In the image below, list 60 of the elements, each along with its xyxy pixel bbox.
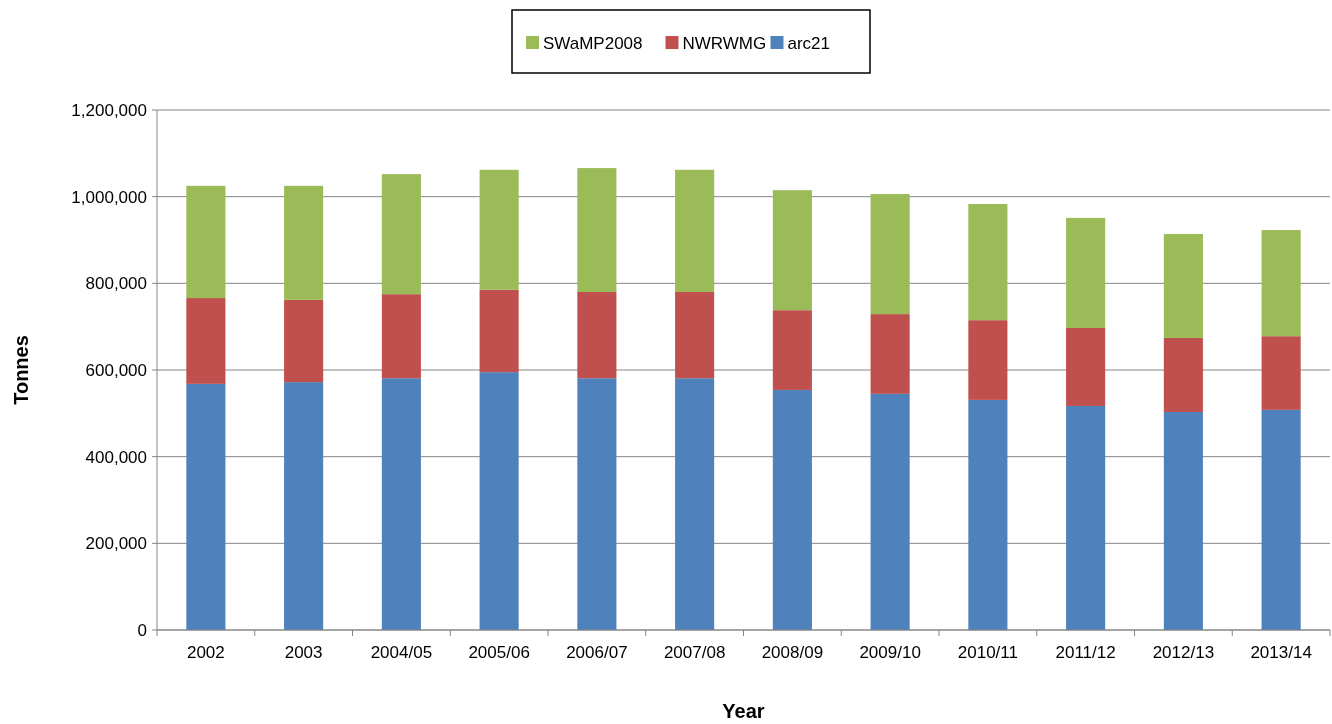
- x-tick-label: 2008/09: [761, 643, 824, 662]
- y-tick-label: 0: [137, 620, 147, 640]
- bar: [772, 389, 812, 630]
- legend-label: SWaMP2008: [543, 34, 643, 53]
- bar: [772, 310, 812, 390]
- y-tick-label: 1,000,000: [71, 187, 147, 207]
- x-tick-label: 2005/06: [468, 643, 530, 662]
- y-tick-label: 400,000: [85, 447, 147, 467]
- bar: [968, 204, 1008, 321]
- bar: [186, 298, 226, 384]
- bar: [968, 320, 1008, 400]
- bar: [284, 382, 324, 630]
- bar: [1163, 337, 1203, 413]
- legend-label: arc21: [787, 34, 831, 53]
- y-tick-label: 1,200,000: [71, 100, 147, 120]
- bar: [186, 185, 226, 299]
- x-tick-label: 2010/11: [957, 643, 1018, 662]
- x-tick-label: 2009/10: [859, 643, 921, 662]
- bar: [870, 314, 910, 394]
- bar: [870, 194, 910, 315]
- bar: [577, 378, 617, 630]
- bar: [772, 190, 812, 311]
- y-tick-label: 200,000: [85, 534, 147, 554]
- legend-label: NWRWMG: [682, 34, 767, 53]
- bar: [284, 299, 324, 383]
- bar: [1261, 336, 1301, 410]
- x-tick-label: 2002: [186, 643, 225, 662]
- bar: [186, 383, 226, 630]
- bar: [1261, 409, 1301, 630]
- bar: [381, 294, 421, 379]
- x-tick-label: 2011/12: [1055, 643, 1116, 662]
- bar: [381, 174, 421, 295]
- bar: [870, 393, 910, 630]
- bar: [968, 399, 1008, 630]
- bar: [675, 292, 715, 379]
- x-tick-label: 2007/08: [663, 643, 726, 662]
- bar: [577, 292, 617, 379]
- bar: [284, 185, 324, 300]
- y-axis-title: Tonnes: [10, 335, 32, 405]
- y-tick-label: 600,000: [85, 360, 147, 380]
- bar: [1066, 327, 1106, 406]
- bar: [577, 168, 617, 292]
- x-tick-label: 2006/07: [566, 643, 628, 662]
- x-tick-label: 2003: [284, 643, 323, 662]
- bar: [1066, 217, 1106, 328]
- bar: [1066, 405, 1106, 630]
- bar: [675, 169, 715, 292]
- x-tick-label: 2013/14: [1250, 643, 1312, 662]
- bar: [479, 169, 519, 290]
- x-tick-label: 2004/05: [370, 643, 433, 662]
- bar: [675, 378, 715, 630]
- x-tick-label: 2012/13: [1152, 643, 1215, 662]
- y-tick-label: 800,000: [85, 274, 147, 294]
- bar: [381, 378, 421, 630]
- bar: [1261, 230, 1301, 337]
- bar: [1163, 412, 1203, 630]
- bar: [1163, 233, 1203, 338]
- bar: [479, 372, 519, 630]
- bar: [479, 289, 519, 373]
- x-axis-title: Year: [722, 700, 765, 722]
